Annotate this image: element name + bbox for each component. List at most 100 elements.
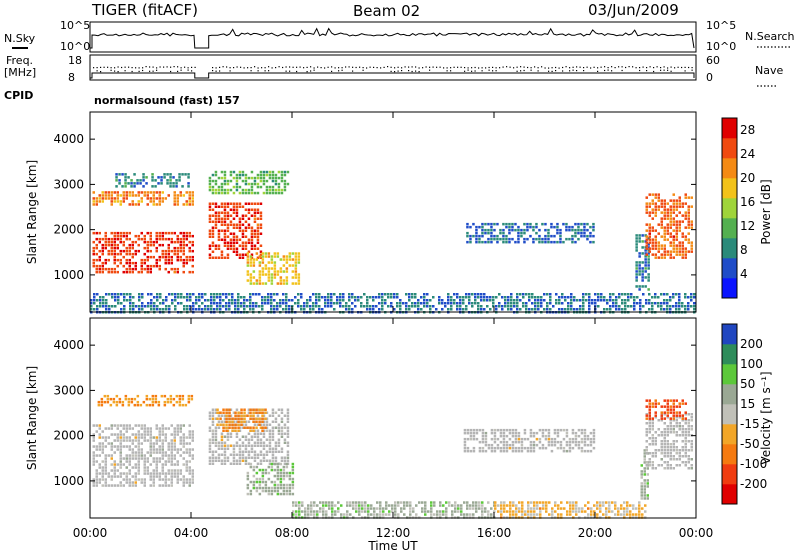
cpid-label: CPID bbox=[4, 89, 33, 102]
velocity-colorbar-label: Velocity [m s⁻¹] bbox=[759, 371, 773, 464]
velocity-colorbar-frame bbox=[721, 323, 738, 505]
freq-unit: [MHz] bbox=[4, 66, 36, 79]
power-colorbar-frame bbox=[721, 117, 738, 299]
velocity-colorbar-swatch-2 bbox=[722, 444, 737, 465]
velocity-colorbar-tick-3: 15 bbox=[740, 397, 755, 411]
beam-label: Beam 02 bbox=[353, 2, 420, 20]
power-colorbar-tick-6: 28 bbox=[740, 123, 755, 137]
xtick-label-1: 04:00 bbox=[174, 526, 209, 540]
velocity-region-9 bbox=[292, 501, 496, 519]
velocity-colorbar-swatch-0 bbox=[722, 484, 737, 505]
station-title: TIGER (fitACF) bbox=[91, 1, 198, 19]
power-colorbar-swatch-8 bbox=[722, 118, 737, 139]
xtick-label-4: 16:00 bbox=[477, 526, 512, 540]
nsearch-label: N.Search bbox=[745, 30, 795, 43]
velocity-region-0 bbox=[92, 424, 194, 487]
velocity-colorbar-swatch-4 bbox=[722, 404, 737, 425]
power-colorbar-swatch-4 bbox=[722, 198, 737, 219]
velocity-colorbar-swatch-1 bbox=[722, 464, 737, 485]
freq-trace bbox=[90, 72, 695, 79]
nsky-tick-top: 10^5 bbox=[60, 19, 90, 32]
velocity-ytick-label-0: 1000 bbox=[53, 474, 84, 488]
velocity-colorbar-swatch-6 bbox=[722, 364, 737, 385]
power-colorbar-tick-3: 16 bbox=[740, 195, 755, 209]
velocity-region-10 bbox=[494, 501, 647, 519]
nsky-label: N.Sky bbox=[4, 32, 36, 45]
power-colorbar-swatch-5 bbox=[722, 178, 737, 199]
nsearch-tick-top: 10^5 bbox=[706, 19, 736, 32]
nave-tick-bottom: 0 bbox=[706, 71, 713, 84]
power-region-4 bbox=[208, 170, 290, 195]
velocity-colorbar-tick-1: 100 bbox=[740, 357, 763, 371]
velocity-y-ticks: 1000 2000 3000 4000 bbox=[53, 338, 696, 488]
velocity-colorbar-tick-4: -15 bbox=[740, 417, 760, 431]
freq-tick-bottom: 8 bbox=[68, 71, 75, 84]
velocity-colorbar: 200 100 50 15 -15 -50 -100 -200 bbox=[721, 323, 767, 505]
velocity-region-1 bbox=[97, 394, 194, 407]
velocity-colorbar-swatch-8 bbox=[722, 324, 737, 345]
power-region-0 bbox=[92, 231, 194, 274]
power-region-9 bbox=[90, 293, 696, 314]
velocity-ytick-label-3: 4000 bbox=[53, 338, 84, 352]
power-data bbox=[90, 170, 696, 314]
velocity-region-7 bbox=[645, 413, 693, 470]
power-colorbar-swatch-0 bbox=[722, 278, 737, 299]
power-colorbar: 4 8 12 16 20 24 28 bbox=[721, 117, 755, 299]
freq-panel bbox=[89, 54, 697, 81]
power-colorbar-swatch-7 bbox=[722, 138, 737, 159]
nsky-panel bbox=[89, 21, 697, 53]
power-region-2 bbox=[115, 173, 190, 188]
power-region-6 bbox=[466, 222, 595, 244]
date-label: 03/Jun/2009 bbox=[588, 1, 679, 19]
power-colorbar-tick-0: 4 bbox=[740, 267, 748, 281]
velocity-colorbar-tick-0: 200 bbox=[740, 337, 763, 351]
nave-tick-top: 60 bbox=[706, 54, 720, 67]
power-colorbar-tick-4: 20 bbox=[740, 171, 755, 185]
velocity-region-4 bbox=[246, 462, 295, 496]
power-region-3 bbox=[208, 202, 263, 259]
power-colorbar-swatch-6 bbox=[722, 158, 737, 179]
nave-label: Nave bbox=[755, 64, 783, 77]
velocity-region-8 bbox=[645, 399, 687, 420]
xtick-label-6: 00:00 bbox=[679, 526, 714, 540]
power-ytick-label-3: 4000 bbox=[53, 132, 84, 146]
velocity-region-2 bbox=[208, 408, 290, 465]
time-x-ticks: 00:00 04:00 08:00 12:00 16:00 20:00 00:00 bbox=[73, 112, 714, 540]
power-colorbar-swatch-1 bbox=[722, 258, 737, 279]
freq-label: Freq. bbox=[6, 54, 33, 67]
time-xlabel: Time UT bbox=[367, 539, 418, 553]
velocity-colorbar-tick-6: -100 bbox=[740, 457, 767, 471]
power-ytick-label-1: 2000 bbox=[53, 223, 84, 237]
freq-tick-top: 18 bbox=[68, 54, 82, 67]
velocity-colorbar-swatch-3 bbox=[722, 424, 737, 445]
velocity-colorbar-tick-2: 50 bbox=[740, 377, 755, 391]
velocity-colorbar-swatch-7 bbox=[722, 344, 737, 365]
power-colorbar-swatch-2 bbox=[722, 238, 737, 259]
power-colorbar-swatch-3 bbox=[722, 218, 737, 239]
power-ytick-label-0: 1000 bbox=[53, 268, 84, 282]
power-colorbar-tick-5: 24 bbox=[740, 147, 755, 161]
velocity-colorbar-tick-7: -200 bbox=[740, 477, 767, 491]
velocity-colorbar-tick-5: -50 bbox=[740, 437, 760, 451]
velocity-panel bbox=[89, 317, 697, 519]
power-region-1 bbox=[92, 191, 194, 206]
nsky-tick-bottom: 10^0 bbox=[60, 40, 90, 53]
cpid-value: normalsound (fast) 157 bbox=[94, 94, 240, 107]
power-colorbar-label: Power [dB] bbox=[759, 179, 773, 244]
velocity-colorbar-swatch-5 bbox=[722, 384, 737, 405]
power-region-8 bbox=[645, 193, 693, 259]
velocity-ylabel: Slant Range [km] bbox=[25, 366, 39, 470]
velocity-region-3 bbox=[216, 408, 267, 432]
velocity-data bbox=[92, 394, 693, 519]
xtick-label-5: 20:00 bbox=[578, 526, 613, 540]
power-ytick-label-2: 3000 bbox=[53, 177, 84, 191]
xtick-label-3: 12:00 bbox=[376, 526, 411, 540]
power-ylabel: Slant Range [km] bbox=[25, 160, 39, 264]
velocity-ytick-label-2: 3000 bbox=[53, 383, 84, 397]
power-colorbar-tick-1: 8 bbox=[740, 243, 748, 257]
nave-dots bbox=[93, 66, 693, 73]
velocity-region-5 bbox=[463, 428, 596, 453]
power-region-5 bbox=[246, 252, 301, 285]
xtick-label-0: 00:00 bbox=[73, 526, 108, 540]
